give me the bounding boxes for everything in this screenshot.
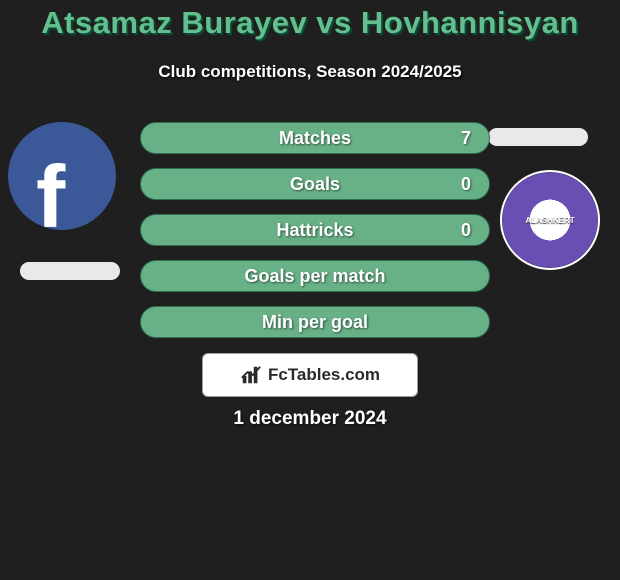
stat-bar-goals: Goals 0 (140, 168, 490, 200)
player-right-club-crest: ALASHKERT (500, 170, 600, 270)
player-left-avatar: f (8, 122, 116, 230)
stat-label: Matches (279, 128, 351, 149)
stat-value: 0 (461, 220, 471, 241)
stat-bar-hattricks: Hattricks 0 (140, 214, 490, 246)
player-left-name-pill (20, 262, 120, 280)
stat-label: Hattricks (276, 220, 353, 241)
bar-chart-icon (240, 364, 262, 386)
page-title: Atsamaz Burayev vs Hovhannisyan (0, 5, 620, 41)
player-right-name-pill (488, 128, 588, 146)
stat-value: 0 (461, 174, 471, 195)
snapshot-date: 1 december 2024 (0, 408, 620, 430)
stat-label: Goals per match (244, 266, 385, 287)
source-logo: FcTables.com (202, 353, 418, 397)
stat-bars: Matches 7 Goals 0 Hattricks 0 Goals per … (140, 122, 490, 352)
page-subtitle: Club competitions, Season 2024/2025 (0, 62, 620, 82)
stat-bar-goals-per-match: Goals per match (140, 260, 490, 292)
facebook-icon: f (36, 146, 65, 230)
stat-label: Min per goal (262, 312, 368, 333)
source-logo-text: FcTables.com (268, 365, 380, 385)
comparison-card: Atsamaz Burayev vs Hovhannisyan Club com… (0, 0, 620, 580)
stat-bar-min-per-goal: Min per goal (140, 306, 490, 338)
stat-label: Goals (290, 174, 340, 195)
stat-value: 7 (461, 128, 471, 149)
stat-bar-matches: Matches 7 (140, 122, 490, 154)
club-crest-label: ALASHKERT (525, 216, 574, 225)
